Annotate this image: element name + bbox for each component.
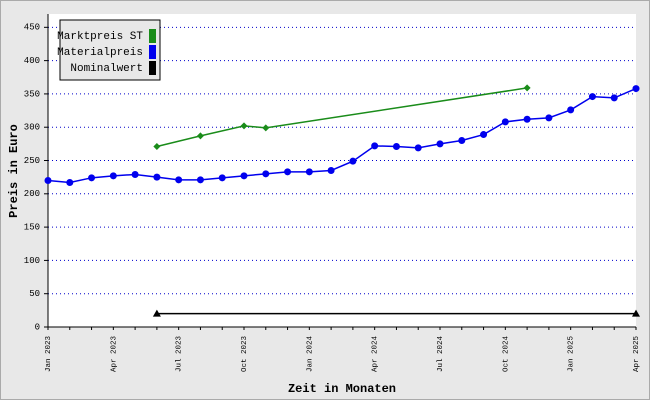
x-tick-label: Apr 2024 bbox=[372, 336, 380, 373]
data-point bbox=[588, 93, 596, 101]
y-tick-label: 450 bbox=[24, 23, 40, 33]
data-point bbox=[131, 170, 139, 178]
data-point bbox=[305, 168, 313, 176]
data-point bbox=[66, 178, 74, 186]
data-point bbox=[458, 137, 466, 145]
data-point bbox=[545, 114, 553, 122]
y-tick-label: 200 bbox=[24, 189, 40, 199]
legend-label: Materialpreis bbox=[57, 47, 143, 59]
data-point bbox=[153, 143, 161, 151]
legend-swatch bbox=[149, 61, 156, 75]
x-tick-label: Oct 2024 bbox=[502, 336, 510, 373]
data-point bbox=[175, 176, 183, 184]
y-tick-label: 350 bbox=[24, 89, 40, 99]
y-tick-label: 300 bbox=[24, 123, 40, 133]
data-point bbox=[632, 85, 640, 93]
data-point bbox=[240, 172, 248, 180]
legend-box bbox=[59, 19, 161, 81]
y-tick-label: 400 bbox=[24, 56, 40, 66]
data-point bbox=[218, 174, 226, 182]
legend-label: Marktpreis ST bbox=[57, 31, 143, 43]
data-point bbox=[196, 176, 204, 184]
data-point bbox=[567, 106, 575, 114]
y-axis-title: Preis in Euro bbox=[7, 124, 21, 218]
data-point bbox=[610, 94, 618, 102]
data-point bbox=[240, 122, 248, 130]
data-point bbox=[109, 172, 117, 180]
data-point bbox=[262, 170, 270, 178]
y-tick-label: 0 bbox=[35, 322, 40, 332]
legend-label: Nominalwert bbox=[70, 63, 143, 75]
x-tick-label: Oct 2023 bbox=[241, 336, 249, 373]
data-point bbox=[262, 124, 270, 132]
x-tick-label: Jul 2023 bbox=[176, 336, 184, 373]
data-point bbox=[153, 173, 161, 181]
legend-swatch bbox=[149, 29, 156, 43]
data-point bbox=[523, 115, 531, 123]
y-tick-label: 100 bbox=[24, 256, 40, 266]
data-point bbox=[523, 84, 531, 92]
data-point bbox=[152, 309, 161, 317]
x-tick-label: Jan 2023 bbox=[45, 336, 53, 373]
x-tick-label: Jul 2024 bbox=[437, 336, 445, 373]
data-point bbox=[44, 176, 52, 184]
data-point bbox=[480, 131, 488, 139]
x-tick-label: Jan 2024 bbox=[306, 336, 314, 373]
data-point bbox=[284, 168, 292, 176]
data-point bbox=[632, 309, 640, 317]
data-point bbox=[327, 167, 335, 174]
data-point bbox=[196, 132, 204, 140]
y-tick-label: 250 bbox=[24, 156, 40, 166]
y-tick-label: 50 bbox=[29, 289, 40, 299]
data-point bbox=[88, 174, 96, 182]
data-point bbox=[414, 144, 422, 152]
data-point bbox=[349, 157, 357, 165]
x-tick-label: Jan 2025 bbox=[568, 336, 576, 373]
data-point bbox=[392, 143, 400, 151]
series-line bbox=[47, 87, 637, 184]
data-point bbox=[436, 140, 444, 148]
y-tick-label: 150 bbox=[24, 222, 40, 232]
legend-swatch bbox=[149, 45, 156, 59]
data-point bbox=[501, 118, 509, 126]
data-point bbox=[371, 142, 379, 150]
x-axis-title: Zeit in Monaten bbox=[288, 382, 396, 396]
x-tick-label: Apr 2023 bbox=[110, 336, 118, 373]
x-tick-label: Apr 2025 bbox=[633, 336, 641, 373]
